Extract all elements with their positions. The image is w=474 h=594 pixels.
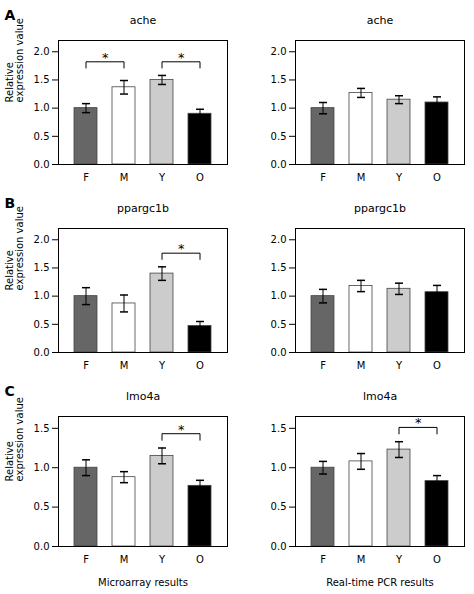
svg-text:M: M: [120, 360, 129, 371]
svg-text:0.0: 0.0: [271, 347, 287, 358]
svg-text:Relativeexpression value: Relativeexpression value: [4, 397, 25, 481]
svg-text:2.0: 2.0: [271, 46, 287, 57]
svg-text:B: B: [5, 195, 16, 211]
svg-text:2.0: 2.0: [34, 46, 50, 57]
svg-text:Real-time PCR results: Real-time PCR results: [326, 577, 434, 588]
svg-text:0.0: 0.0: [34, 159, 50, 170]
svg-text:1.0: 1.0: [34, 462, 50, 473]
svg-text:1.0: 1.0: [34, 290, 50, 301]
svg-text:Relativeexpression value: Relativeexpression value: [4, 18, 25, 102]
svg-text:0.5: 0.5: [271, 319, 287, 330]
svg-text:A: A: [5, 7, 16, 23]
svg-text:1.5: 1.5: [271, 423, 287, 434]
svg-text:*: *: [102, 50, 109, 65]
svg-text:Y: Y: [158, 360, 166, 371]
svg-text:M: M: [357, 554, 366, 565]
svg-text:ppargc1b: ppargc1b: [354, 202, 406, 215]
svg-text:ache: ache: [130, 14, 157, 27]
svg-text:*: *: [415, 415, 422, 430]
svg-text:F: F: [320, 554, 326, 565]
svg-text:F: F: [320, 360, 326, 371]
svg-text:2.0: 2.0: [34, 234, 50, 245]
svg-text:0.0: 0.0: [271, 159, 287, 170]
svg-text:*: *: [178, 50, 185, 65]
svg-text:0.5: 0.5: [34, 131, 50, 142]
svg-text:Y: Y: [158, 172, 166, 183]
svg-text:lmo4a: lmo4a: [126, 390, 160, 403]
svg-text:*: *: [178, 422, 185, 437]
svg-text:1.5: 1.5: [34, 423, 50, 434]
svg-text:ache: ache: [367, 14, 394, 27]
svg-text:Microarray results: Microarray results: [98, 577, 188, 588]
svg-text:1.0: 1.0: [271, 102, 287, 113]
svg-text:Y: Y: [395, 172, 403, 183]
svg-text:Y: Y: [395, 554, 403, 565]
svg-text:0.5: 0.5: [34, 319, 50, 330]
svg-text:F: F: [83, 360, 89, 371]
svg-text:C: C: [5, 383, 15, 399]
svg-text:0.0: 0.0: [34, 541, 50, 552]
svg-text:1.5: 1.5: [34, 74, 50, 85]
svg-text:M: M: [120, 554, 129, 565]
svg-text:O: O: [433, 172, 441, 183]
svg-text:M: M: [357, 172, 366, 183]
svg-text:0.5: 0.5: [271, 501, 287, 512]
svg-text:F: F: [83, 172, 89, 183]
svg-text:F: F: [320, 172, 326, 183]
svg-text:M: M: [357, 360, 366, 371]
svg-text:ppargc1b: ppargc1b: [117, 202, 169, 215]
svg-text:1.5: 1.5: [271, 74, 287, 85]
svg-text:O: O: [433, 360, 441, 371]
svg-text:lmo4a: lmo4a: [363, 390, 397, 403]
svg-text:1.0: 1.0: [271, 462, 287, 473]
svg-text:O: O: [196, 172, 204, 183]
svg-text:0.0: 0.0: [34, 347, 50, 358]
svg-text:1.5: 1.5: [271, 262, 287, 273]
svg-text:1.0: 1.0: [34, 102, 50, 113]
svg-text:0.5: 0.5: [34, 501, 50, 512]
svg-text:0.0: 0.0: [271, 541, 287, 552]
svg-text:0.5: 0.5: [271, 131, 287, 142]
svg-text:Y: Y: [158, 554, 166, 565]
svg-text:O: O: [196, 554, 204, 565]
svg-text:M: M: [120, 172, 129, 183]
svg-text:F: F: [83, 554, 89, 565]
svg-text:1.0: 1.0: [271, 290, 287, 301]
svg-text:*: *: [178, 241, 185, 256]
svg-text:Y: Y: [395, 360, 403, 371]
svg-text:1.5: 1.5: [34, 262, 50, 273]
svg-text:O: O: [196, 360, 204, 371]
svg-text:O: O: [433, 554, 441, 565]
svg-text:Relativeexpression value: Relativeexpression value: [4, 206, 25, 290]
svg-text:2.0: 2.0: [271, 234, 287, 245]
